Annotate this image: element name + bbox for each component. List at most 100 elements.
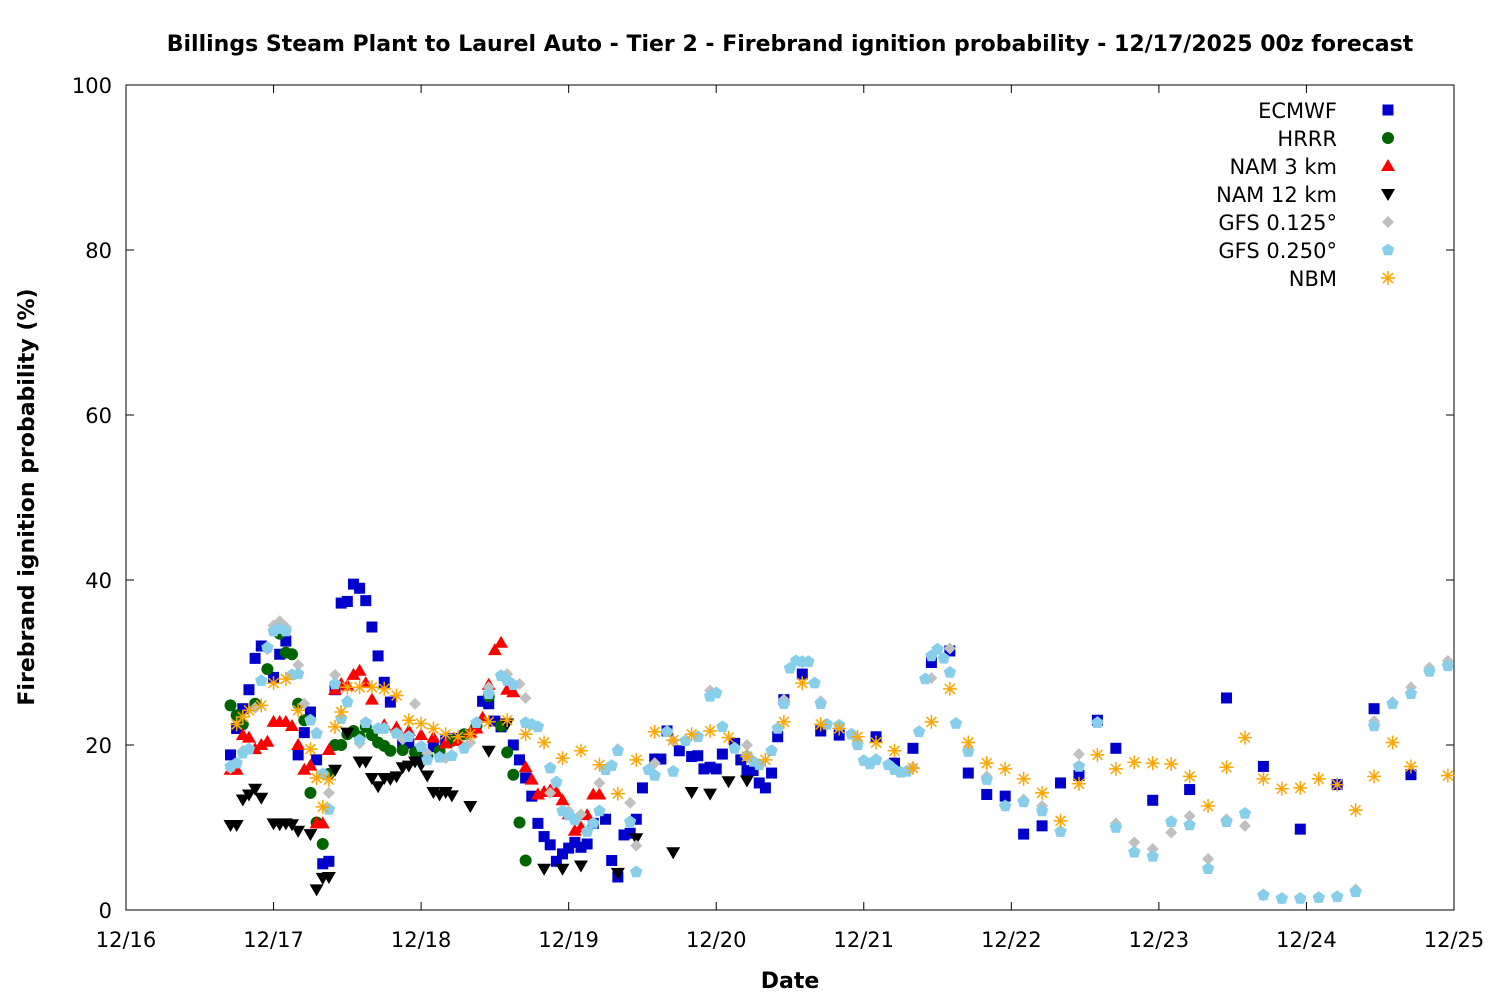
data-point	[378, 722, 391, 734]
data-point	[630, 839, 643, 852]
data-point	[254, 738, 269, 750]
data-point	[451, 729, 465, 744]
data-point	[1441, 659, 1454, 672]
data-point	[721, 730, 736, 745]
data-point	[600, 813, 612, 825]
data-point	[1036, 820, 1048, 832]
data-point	[329, 668, 342, 681]
data-point	[298, 727, 310, 739]
data-point	[647, 724, 662, 739]
data-point	[1054, 825, 1067, 837]
y-tick-label: 100	[72, 74, 112, 98]
data-point	[260, 734, 275, 747]
data-point	[1201, 862, 1215, 874]
data-point	[321, 772, 336, 787]
data-point	[1165, 815, 1178, 827]
data-point	[832, 721, 847, 736]
data-point	[438, 727, 453, 742]
data-point	[739, 775, 754, 788]
x-tick-label: 12/20	[686, 928, 747, 952]
data-point	[1071, 776, 1086, 791]
data-point	[1330, 777, 1345, 792]
data-point	[482, 687, 495, 700]
data-point	[537, 863, 552, 876]
data-point	[1256, 771, 1271, 786]
data-point	[555, 793, 570, 806]
data-point	[229, 762, 244, 775]
data-point	[421, 753, 434, 766]
data-point	[384, 696, 396, 708]
data-point	[629, 833, 644, 846]
data-point	[925, 657, 937, 668]
data-point	[291, 825, 306, 838]
data-point	[243, 684, 255, 696]
data-point	[414, 716, 429, 731]
data-point	[494, 635, 509, 648]
data-point	[544, 761, 557, 774]
data-point	[962, 745, 975, 757]
data-point	[254, 698, 269, 713]
data-point	[340, 680, 355, 695]
data-point	[371, 781, 386, 794]
data-points	[223, 578, 1455, 905]
data-point	[1182, 769, 1197, 784]
data-point	[500, 713, 515, 728]
data-point	[537, 735, 552, 750]
data-point	[1238, 819, 1251, 832]
data-point	[605, 759, 618, 771]
data-point	[261, 663, 274, 676]
data-point	[352, 663, 367, 676]
data-point	[1165, 826, 1178, 839]
data-point	[981, 789, 993, 800]
legend-label: ECMWF	[1258, 99, 1337, 123]
data-point	[592, 757, 607, 772]
data-point	[255, 640, 267, 652]
data-point	[776, 714, 791, 729]
legend-marker	[1382, 216, 1394, 228]
data-point	[1016, 771, 1031, 786]
series-nam-3-km	[223, 635, 607, 836]
data-point	[912, 725, 926, 738]
y-tick-label: 80	[85, 239, 112, 263]
data-point	[703, 723, 718, 738]
data-point	[869, 735, 884, 750]
data-point	[907, 742, 919, 754]
data-point	[1275, 892, 1288, 904]
data-point	[1312, 891, 1325, 903]
data-point	[567, 823, 582, 836]
data-point	[230, 709, 243, 722]
data-point	[980, 773, 993, 785]
data-point	[813, 717, 828, 732]
data-point	[721, 776, 736, 789]
data-point	[229, 717, 244, 732]
data-point	[408, 697, 421, 710]
data-point	[979, 756, 994, 771]
data-point	[390, 727, 403, 739]
data-point	[667, 764, 680, 777]
data-point	[291, 703, 306, 718]
legend-label: NAM 3 km	[1229, 155, 1337, 179]
data-point	[420, 770, 435, 783]
data-point	[1404, 687, 1418, 700]
data-point	[587, 816, 600, 829]
data-point	[943, 642, 956, 655]
data-point	[753, 777, 765, 789]
data-point	[758, 752, 773, 767]
plot-area	[125, 84, 1455, 911]
data-point	[636, 782, 648, 794]
data-point	[1368, 703, 1380, 715]
data-point	[224, 699, 237, 712]
data-point	[814, 697, 827, 709]
x-tick-label: 12/19	[538, 928, 599, 952]
data-point	[278, 672, 293, 686]
data-point	[241, 730, 256, 743]
data-point	[575, 841, 587, 853]
data-point	[292, 658, 305, 671]
y-axis: 0 20 40 60 80 100	[72, 74, 1454, 923]
x-tick-label: 12/17	[243, 928, 304, 952]
data-point	[1108, 761, 1123, 776]
data-point	[924, 714, 939, 729]
data-point	[297, 762, 312, 775]
data-point	[507, 739, 519, 751]
data-point	[795, 676, 810, 691]
